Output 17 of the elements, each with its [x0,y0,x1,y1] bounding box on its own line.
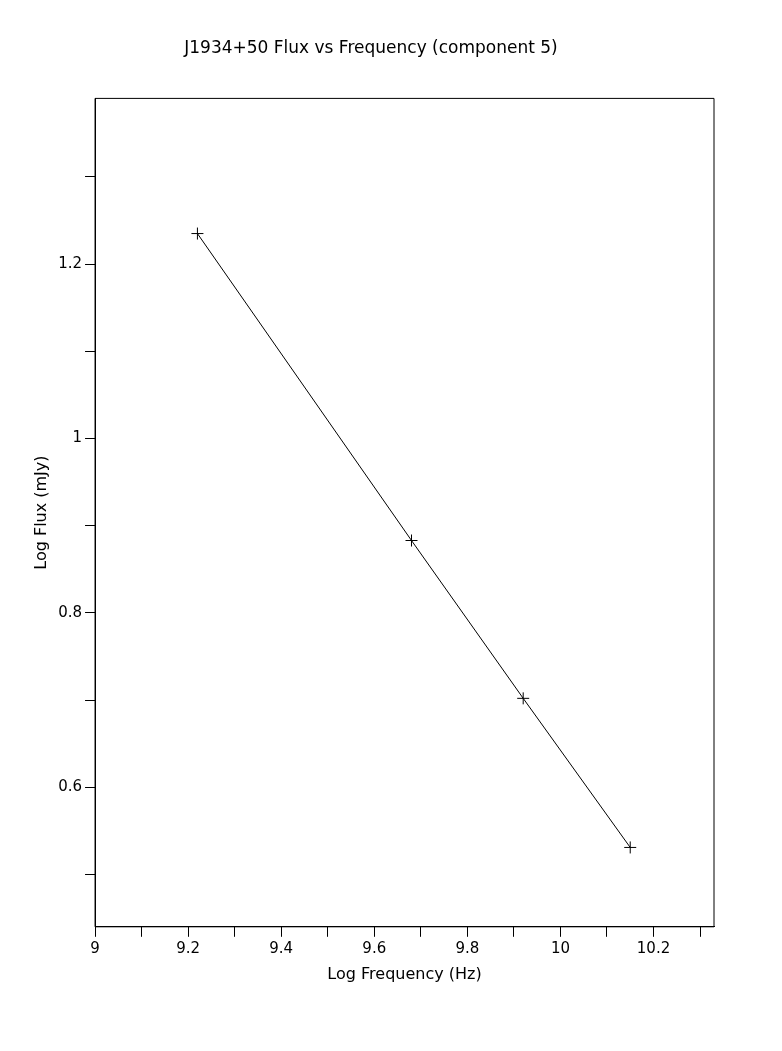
x-tick-label: 9.2 [176,938,201,957]
y-tick-label: 1.2 [58,253,83,272]
point [516,691,530,705]
x-tick-label: 9 [90,938,100,957]
y-tick-label: 0.8 [58,602,83,621]
y-tick-label: 1 [72,428,83,447]
x-tick-label: 10.2 [636,938,671,957]
y-tick-label: 0.6 [58,777,83,796]
point [190,227,204,241]
chart-title: J1934+50 Flux vs Frequency (component 5) [183,36,558,57]
x-tick-label: 9.8 [455,938,480,957]
x-tick-label: 10 [550,938,570,957]
x-tick-label: 9.4 [269,938,294,957]
x-axis-title: Log Frequency (Hz) [327,963,482,983]
x-tick-label: 9.6 [362,938,387,957]
point [623,840,637,854]
y-axis-title: Log Flux (mJy) [30,455,50,570]
